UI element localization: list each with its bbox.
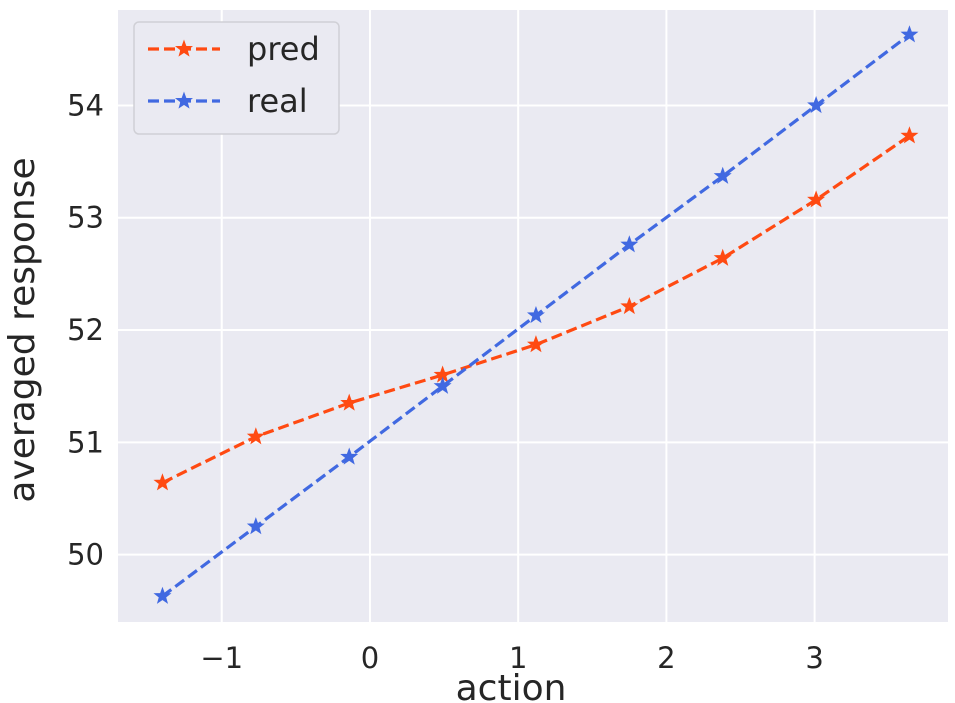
y-tick-label: 52 [67,313,104,347]
data-point-pred [340,393,359,411]
data-point-real [433,376,452,394]
data-point-real [340,447,359,465]
data-point-pred [526,335,545,353]
series-real [153,25,919,604]
x-tick-label: −1 [200,641,243,675]
y-axis-label: averaged response [2,157,43,502]
x-tick-label: 1 [509,641,527,675]
data-point-pred [153,473,172,491]
series-line-pred [161,134,911,485]
legend-item-pred: pred [148,30,320,68]
series-pred [153,126,919,491]
grid-lines [118,10,948,622]
data-point-pred [900,126,919,144]
y-tick-label: 51 [67,425,104,459]
x-tick-label: 2 [657,641,675,675]
tick-labels: −1 0 1 2 3 50 51 52 53 54 [67,88,824,675]
data-point-pred [713,248,732,266]
data-point-pred [246,427,265,445]
data-point-real [807,95,826,114]
y-tick-label: 53 [67,201,104,235]
legend: pred real [133,21,340,135]
legend-item-real: real [148,82,308,120]
x-tick-label: 3 [805,641,823,675]
data-point-pred [807,190,826,208]
legend-label: pred [247,30,320,68]
data-point-real [526,305,545,324]
legend-marker [174,39,194,57]
x-tick-label: 0 [361,641,379,675]
legend-marker [174,91,194,109]
series-layer [153,25,919,604]
data-point-real [153,586,172,604]
legend-label: real [247,82,308,120]
data-point-real [900,25,919,43]
y-tick-label: 50 [67,538,104,572]
data-point-real [620,235,639,253]
data-point-real [246,517,265,535]
y-tick-label: 54 [67,88,104,122]
data-point-pred [620,296,639,315]
data-point-real [713,166,732,184]
x-axis-label: action [456,668,567,703]
